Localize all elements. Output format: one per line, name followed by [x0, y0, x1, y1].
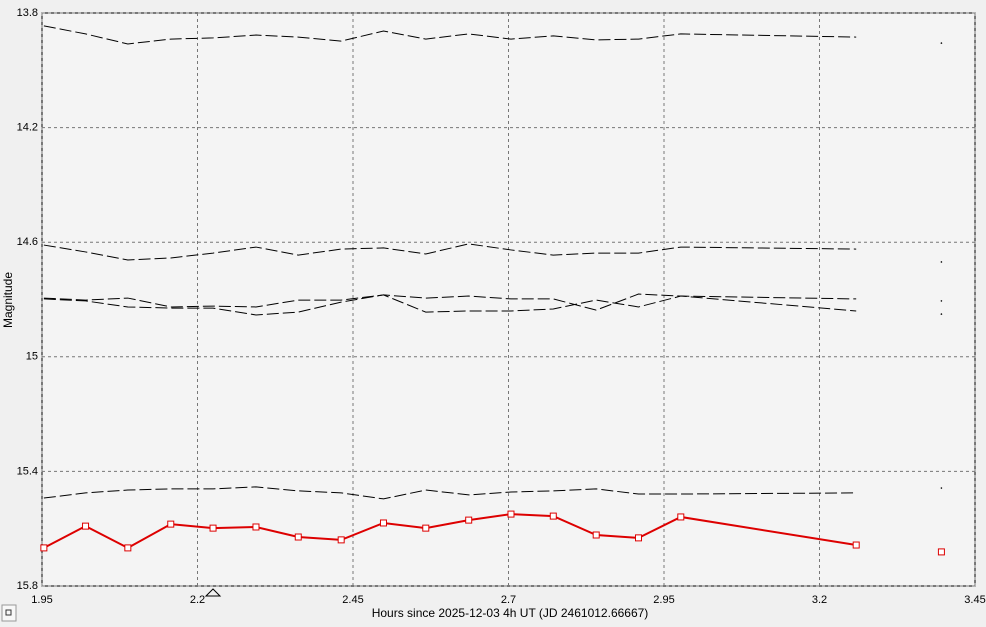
x-tick-label: 2.45 — [342, 594, 363, 606]
x-tick-label: 2.7 — [501, 594, 516, 606]
data-point — [940, 261, 943, 263]
series-line — [43, 25, 857, 45]
y-tick-label: 15.8 — [17, 580, 38, 592]
y-tick-label: 15 — [26, 351, 38, 363]
plot-area — [41, 12, 976, 587]
data-point — [677, 513, 685, 521]
data-point — [549, 512, 557, 520]
y-tick-label: 15.4 — [17, 465, 38, 477]
data-point — [82, 522, 90, 530]
data-point — [294, 533, 302, 541]
time-marker — [204, 588, 222, 597]
x-tick-label: 3.2 — [812, 594, 827, 606]
x-tick-label: 3.45 — [964, 594, 985, 606]
data-point — [940, 300, 943, 302]
data-point — [209, 524, 217, 532]
data-point — [592, 531, 600, 539]
data-point — [937, 548, 945, 556]
data-point — [337, 536, 345, 544]
data-point — [507, 510, 515, 518]
x-tick-label: 2.2 — [190, 594, 205, 606]
x-tick-label: 1.95 — [31, 594, 52, 606]
y-tick-label: 14.6 — [17, 236, 38, 248]
x-axis-title: Hours since 2025-12-03 4h UT (JD 2461012… — [372, 606, 649, 620]
data-point — [634, 534, 642, 542]
data-point — [124, 544, 132, 552]
data-point — [940, 313, 943, 315]
data-point — [940, 42, 943, 44]
corner-button[interactable] — [1, 604, 17, 622]
data-point — [465, 516, 473, 524]
data-point — [940, 487, 943, 489]
button-icon — [5, 609, 12, 616]
data-point — [422, 524, 430, 532]
y-tick-label: 14.2 — [17, 122, 38, 134]
data-point — [852, 541, 860, 549]
data-point — [252, 523, 260, 531]
data-point — [167, 520, 175, 528]
data-point — [379, 519, 387, 527]
series-line — [43, 243, 857, 261]
y-axis-title: Magnitude — [1, 272, 15, 328]
y-tick-label: 13.8 — [17, 7, 38, 19]
series-line — [43, 294, 857, 316]
data-point — [40, 544, 48, 552]
series-line — [43, 486, 857, 500]
x-tick-label: 2.95 — [653, 594, 674, 606]
